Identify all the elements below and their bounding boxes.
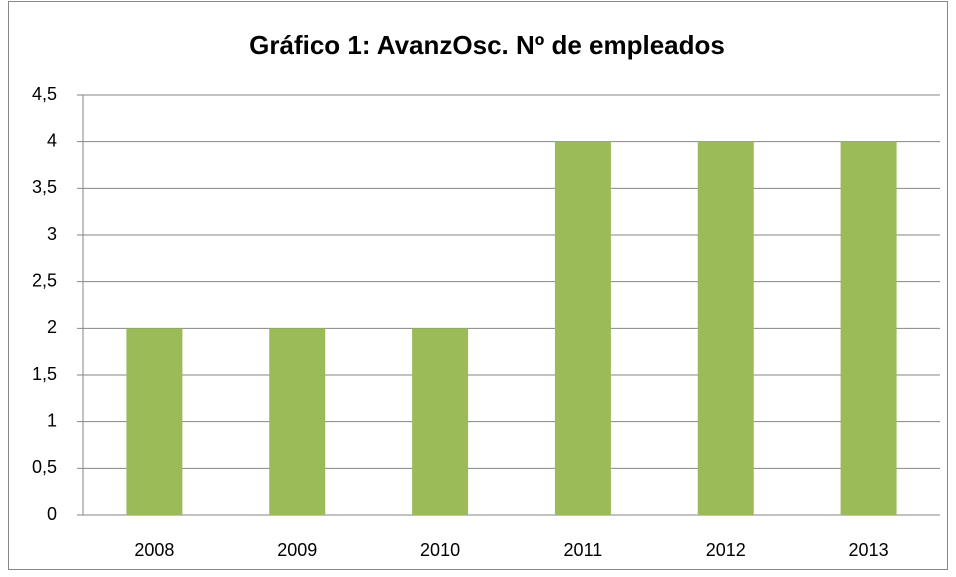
y-tick-label: 0,5	[32, 457, 57, 477]
y-tick-label: 4	[47, 130, 57, 150]
bar	[412, 328, 469, 515]
y-tick-label: 3	[47, 224, 57, 244]
bar	[554, 141, 611, 515]
y-tick-label: 1,5	[32, 364, 57, 384]
x-tick-label: 2008	[134, 540, 174, 560]
y-tick-label: 4,5	[32, 84, 57, 104]
x-tick-label: 2009	[277, 540, 317, 560]
bar	[269, 328, 326, 515]
x-tick-label: 2011	[564, 540, 603, 560]
y-tick-label: 3,5	[32, 177, 57, 197]
y-tick-label: 2,5	[32, 270, 57, 290]
y-tick-label: 2	[47, 317, 57, 337]
bar	[697, 141, 754, 515]
x-tick-label: 2013	[849, 540, 889, 560]
y-tick-label: 1	[47, 410, 57, 430]
bar	[840, 141, 897, 515]
chart-title: Gráfico 1: AvanzOsc. Nº de empleados	[249, 30, 725, 60]
x-tick-label: 2012	[706, 540, 746, 560]
y-tick-label: 0	[47, 504, 57, 524]
bar	[126, 328, 183, 515]
x-tick-label: 2010	[420, 540, 460, 560]
